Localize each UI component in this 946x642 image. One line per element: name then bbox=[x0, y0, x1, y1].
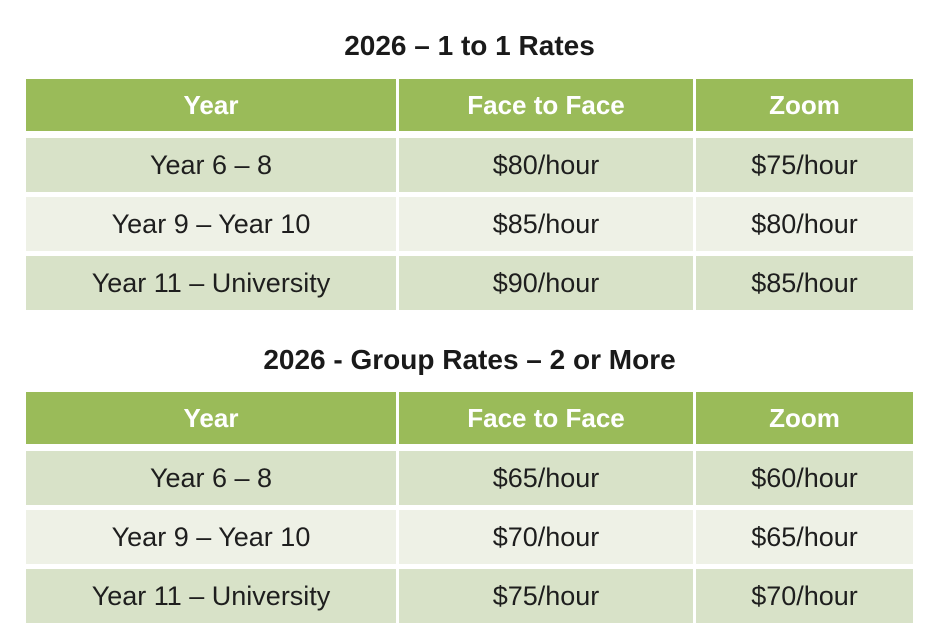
cell-year-range: Year 9 – Year 10 bbox=[26, 510, 396, 564]
rates-section-1to1: 2026 – 1 to 1 Rates Year Face to Face Zo… bbox=[26, 0, 913, 310]
column-header-year: Year bbox=[26, 79, 396, 131]
cell-year-range: Year 11 – University bbox=[26, 569, 396, 623]
cell-face-to-face-rate: $80/hour bbox=[399, 138, 693, 192]
cell-face-to-face-rate: $65/hour bbox=[399, 451, 693, 505]
cell-year-range: Year 6 – 8 bbox=[26, 138, 396, 192]
column-header-face-to-face: Face to Face bbox=[399, 79, 693, 131]
rates-table-group: Year Face to Face Zoom Year 6 – 8 $65/ho… bbox=[26, 392, 913, 623]
column-header-zoom: Zoom bbox=[696, 79, 913, 131]
cell-zoom-rate: $75/hour bbox=[696, 138, 913, 192]
cell-face-to-face-rate: $85/hour bbox=[399, 197, 693, 251]
cell-zoom-rate: $70/hour bbox=[696, 569, 913, 623]
table-title-1to1: 2026 – 1 to 1 Rates bbox=[344, 30, 595, 61]
cell-zoom-rate: $85/hour bbox=[696, 256, 913, 310]
rates-table-1to1: Year Face to Face Zoom Year 6 – 8 $80/ho… bbox=[26, 79, 913, 310]
cell-year-range: Year 11 – University bbox=[26, 256, 396, 310]
cell-zoom-rate: $60/hour bbox=[696, 451, 913, 505]
rates-section-group: 2026 - Group Rates – 2 or More Year Face… bbox=[26, 310, 913, 623]
cell-year-range: Year 9 – Year 10 bbox=[26, 197, 396, 251]
cell-face-to-face-rate: $75/hour bbox=[399, 569, 693, 623]
table-title-group: 2026 - Group Rates – 2 or More bbox=[263, 344, 676, 375]
cell-zoom-rate: $65/hour bbox=[696, 510, 913, 564]
cell-zoom-rate: $80/hour bbox=[696, 197, 913, 251]
column-header-face-to-face: Face to Face bbox=[399, 392, 693, 444]
column-header-year: Year bbox=[26, 392, 396, 444]
column-header-zoom: Zoom bbox=[696, 392, 913, 444]
cell-face-to-face-rate: $90/hour bbox=[399, 256, 693, 310]
cell-face-to-face-rate: $70/hour bbox=[399, 510, 693, 564]
cell-year-range: Year 6 – 8 bbox=[26, 451, 396, 505]
